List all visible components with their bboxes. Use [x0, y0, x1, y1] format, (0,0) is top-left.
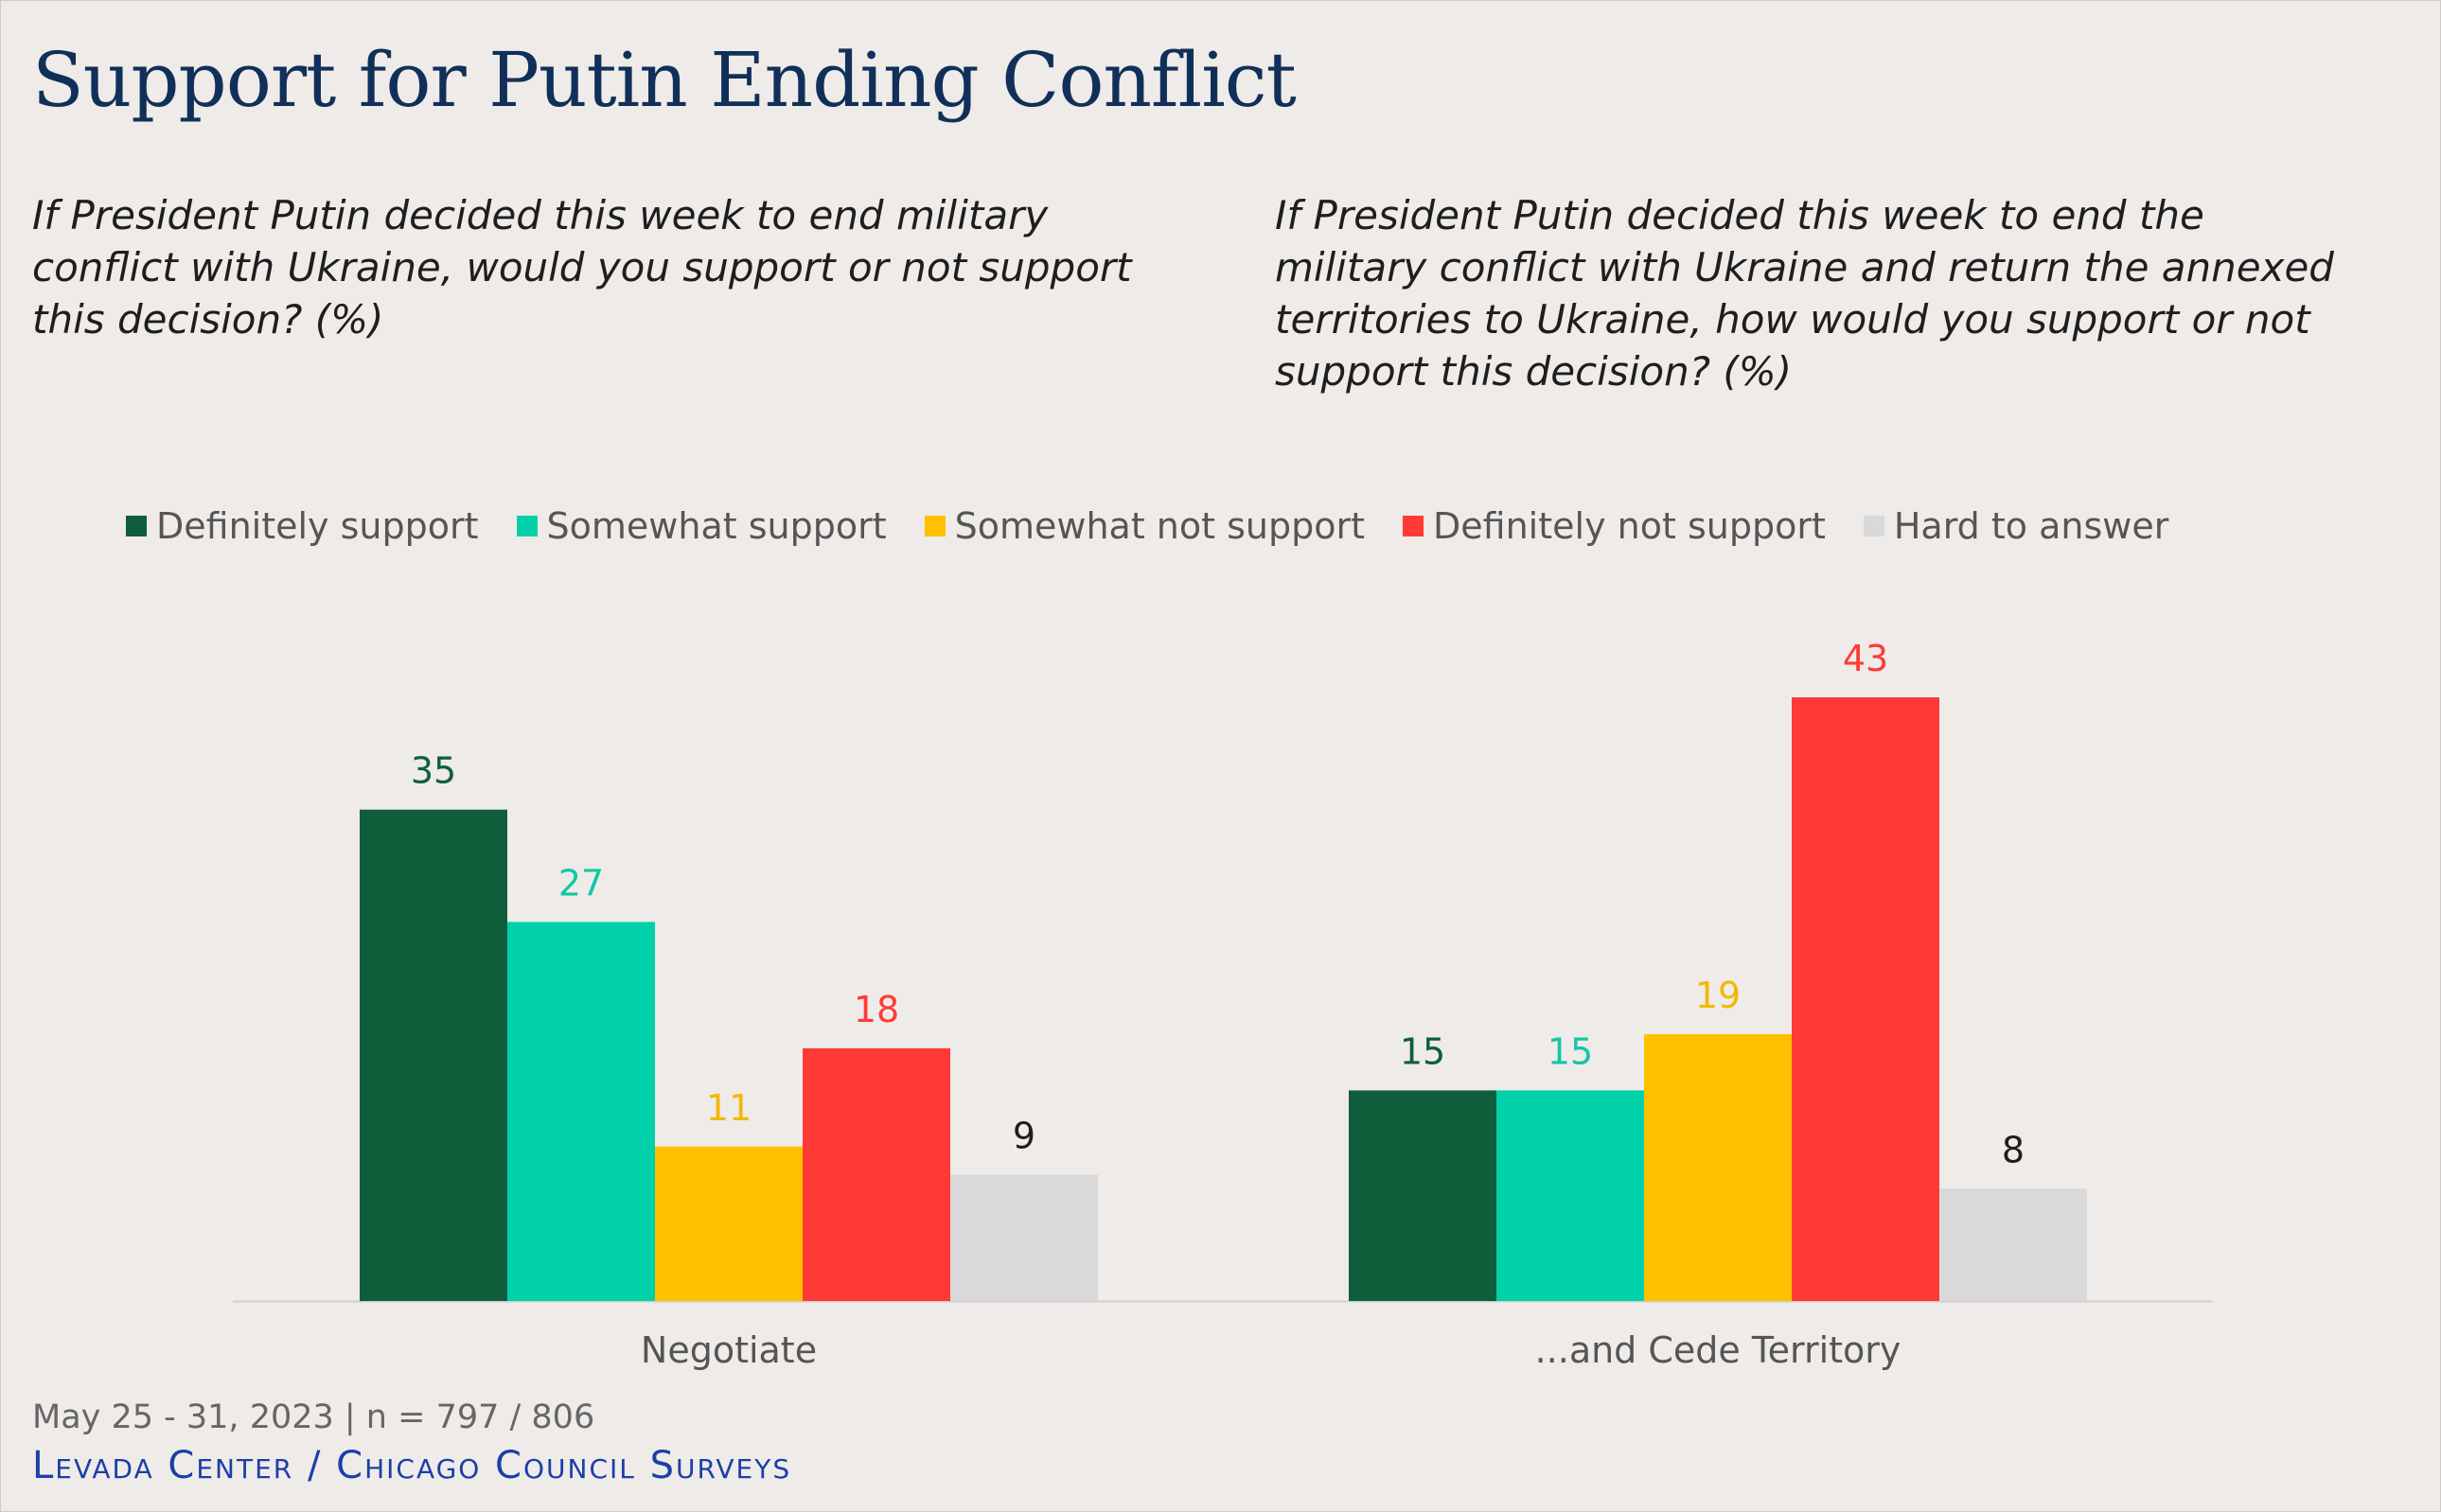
bar [360, 809, 507, 1301]
chart-legend: Definitely support Somewhat support Somewh… [126, 498, 2206, 554]
bar [507, 922, 655, 1301]
bar [950, 1174, 1098, 1301]
source-credit: Levada Center / Chicago Council Surveys [32, 1444, 792, 1487]
data-label: 11 [706, 1087, 752, 1129]
legend-item: Definitely not support [1403, 505, 1826, 547]
subtitle-left: If President Putin decided this week to … [32, 192, 1132, 343]
data-label: 18 [854, 989, 899, 1030]
data-label: 15 [1400, 1030, 1445, 1072]
legend-swatch [126, 516, 147, 536]
data-label: 27 [558, 862, 604, 904]
data-label: 15 [1548, 1030, 1593, 1072]
bar [803, 1047, 950, 1301]
legend-item: Somewhat not support [924, 505, 1366, 547]
legend-swatch [1403, 516, 1424, 536]
chart-title: Support for Putin Ending Conflict [32, 36, 1297, 124]
legend-label: Somewhat not support [954, 505, 1366, 547]
bar [1644, 1034, 1792, 1301]
legend-item: Definitely support [126, 505, 479, 547]
data-label: 19 [1695, 975, 1741, 1016]
legend-label: Somewhat support [546, 505, 887, 547]
data-label: 9 [1013, 1115, 1035, 1156]
legend-swatch [516, 516, 538, 536]
bar [1349, 1090, 1496, 1301]
bar [1939, 1188, 2087, 1301]
category-label: ...and Cede Territory [1535, 1329, 1902, 1371]
survey-date-and-sample: May 25 - 31, 2023 | n = 797 / 806 [32, 1398, 595, 1436]
bar [1496, 1090, 1644, 1301]
legend-label: Definitely not support [1433, 505, 1826, 547]
category-label: Negotiate [641, 1329, 817, 1371]
legend-swatch [924, 516, 946, 536]
legend-label: Hard to answer [1893, 505, 2169, 547]
data-label: 43 [1843, 638, 1888, 679]
bar [655, 1146, 803, 1301]
data-label: 8 [2002, 1129, 2025, 1170]
data-label: 35 [411, 750, 456, 792]
bar [1792, 697, 1939, 1301]
legend-label: Definitely support [156, 505, 479, 547]
legend-swatch [1863, 516, 1884, 536]
legend-item: Somewhat support [516, 505, 887, 547]
legend-item: Hard to answer [1863, 505, 2169, 547]
subtitle-right: If President Putin decided this week to … [1275, 192, 2334, 395]
